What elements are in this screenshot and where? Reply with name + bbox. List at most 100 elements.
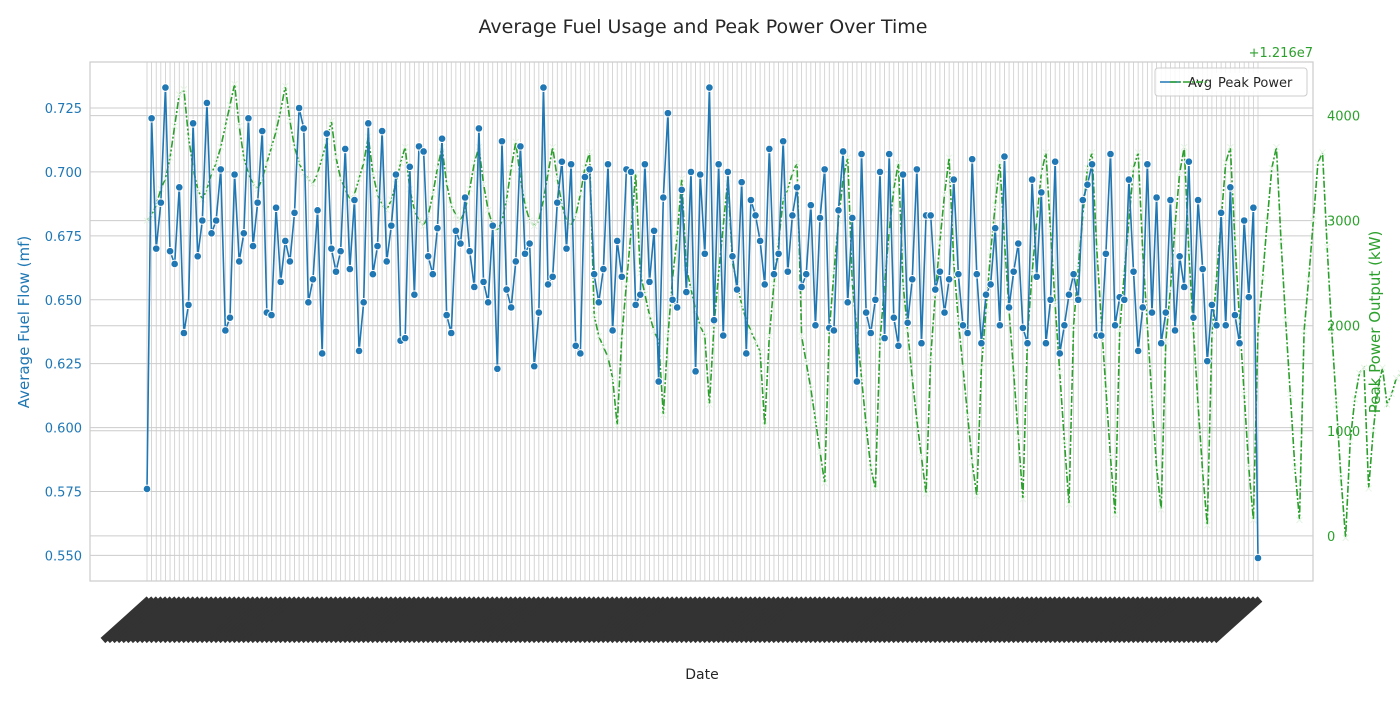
- peak-power-marker: [1222, 159, 1230, 167]
- avg-fuel-marker: [1073, 295, 1083, 305]
- peak-power-marker: [180, 85, 188, 93]
- avg-fuel-marker: [626, 167, 636, 177]
- peak-power-marker: [226, 101, 234, 109]
- peak-power-marker: [895, 159, 902, 167]
- peak-power-marker: [1130, 164, 1137, 172]
- peak-power-marker: [1309, 217, 1317, 225]
- avg-fuel-marker: [612, 236, 622, 246]
- avg-fuel-marker: [931, 285, 940, 294]
- peak-power-marker: [203, 185, 211, 193]
- avg-fuel-marker: [571, 341, 581, 351]
- avg-fuel-marker: [691, 367, 700, 376]
- peak-power-marker: [586, 148, 593, 156]
- avg-fuel-marker: [940, 308, 949, 317]
- avg-fuel-marker: [631, 300, 640, 310]
- avg-fuel-marker: [147, 113, 156, 123]
- avg-fuel-marker: [460, 193, 470, 202]
- peak-power-marker: [941, 190, 948, 198]
- avg-fuel-marker: [257, 126, 267, 136]
- avg-fuel-marker: [456, 239, 465, 248]
- peak-power-marker: [1167, 285, 1174, 293]
- peak-power-marker: [973, 492, 981, 500]
- peak-power-marker: [959, 364, 967, 372]
- avg-fuel-marker: [1143, 159, 1152, 169]
- avg-fuel-marker: [327, 244, 336, 253]
- legend: Avg Fuel Peak Power: [1154, 67, 1308, 97]
- peak-power-marker: [1277, 238, 1285, 246]
- avg-fuel-marker: [400, 333, 410, 343]
- peak-power-marker: [355, 175, 363, 183]
- avg-fuel-marker: [1055, 349, 1065, 358]
- avg-fuel-marker: [225, 313, 235, 322]
- avg-fuel-marker: [1046, 295, 1055, 305]
- avg-fuel-marker: [788, 211, 797, 220]
- avg-fuel-marker: [497, 136, 507, 146]
- avg-fuel-marker: [635, 290, 645, 299]
- avg-fuel-marker: [1175, 252, 1184, 261]
- peak-power-marker: [277, 106, 285, 114]
- avg-fuel-marker: [387, 221, 396, 230]
- avg-fuel-marker: [1018, 323, 1028, 333]
- avg-fuel-marker: [668, 295, 677, 305]
- avg-fuel-marker: [340, 144, 350, 154]
- avg-fuel-marker: [174, 182, 184, 192]
- avg-fuel-marker: [446, 328, 456, 338]
- avg-fuel-marker: [244, 113, 253, 123]
- peak-power-marker: [1305, 275, 1313, 282]
- peak-power-marker: [729, 259, 736, 267]
- avg-fuel-marker: [198, 216, 207, 225]
- avg-fuel-marker: [1198, 264, 1207, 274]
- peak-power-marker: [756, 348, 764, 356]
- avg-fuel-marker: [967, 154, 977, 164]
- peak-power-marker: [623, 280, 630, 288]
- peak-power-marker: [318, 154, 326, 161]
- peak-power-marker: [1337, 474, 1345, 482]
- legend-peak-power-label: Peak Power: [1218, 76, 1293, 91]
- avg-fuel-marker: [848, 213, 857, 223]
- peak-power-marker: [1254, 327, 1262, 335]
- avg-fuel-marker: [363, 119, 373, 128]
- peak-power-marker: [397, 159, 404, 167]
- y-gridlines: [90, 107, 1313, 556]
- y-tick-label: 0.675: [45, 230, 82, 245]
- peak-power-marker: [328, 117, 335, 125]
- peak-power-marker: [618, 332, 626, 340]
- peak-power-marker: [212, 159, 220, 167]
- peak-power-marker: [862, 422, 870, 429]
- avg-fuel-marker: [1027, 175, 1037, 184]
- avg-fuel-marker: [207, 228, 216, 238]
- peak-power-marker: [1088, 148, 1096, 156]
- peak-power-marker: [678, 175, 686, 183]
- peak-power-marker: [1120, 269, 1128, 277]
- peak-power-marker: [1097, 317, 1105, 324]
- avg-fuel-marker: [1124, 175, 1134, 184]
- avg-fuel-marker: [433, 223, 442, 233]
- avg-fuel-marker: [732, 285, 742, 294]
- peak-power-marker: [480, 180, 487, 188]
- peak-power-marker: [1199, 469, 1207, 477]
- avg-fuel-marker: [562, 244, 571, 253]
- peak-power-marker: [309, 180, 317, 188]
- peak-power-marker: [1070, 322, 1077, 330]
- avg-fuel-marker: [1013, 239, 1023, 248]
- peak-power-marker: [978, 364, 985, 372]
- peak-power-marker: [696, 322, 704, 330]
- avg-fuel-marker: [741, 349, 751, 358]
- avg-fuel-marker: [917, 338, 926, 348]
- peak-power-marker: [899, 280, 907, 288]
- peak-power-marker: [1065, 500, 1073, 508]
- y-tick-label: 0.550: [45, 549, 82, 564]
- peak-power-marker: [968, 458, 976, 466]
- avg-fuel-marker: [838, 147, 848, 156]
- avg-fuel-marker: [391, 170, 401, 179]
- avg-fuel-marker: [382, 257, 392, 266]
- peak-power-marker: [964, 411, 971, 419]
- peak-power-marker: [281, 82, 289, 90]
- peak-power-marker: [576, 190, 584, 198]
- peak-power-marker: [1226, 143, 1234, 151]
- avg-fuel-marker: [359, 298, 368, 307]
- avg-fuel-marker: [474, 124, 484, 133]
- avg-fuel-marker: [645, 277, 654, 287]
- avg-fuel-marker: [783, 267, 793, 276]
